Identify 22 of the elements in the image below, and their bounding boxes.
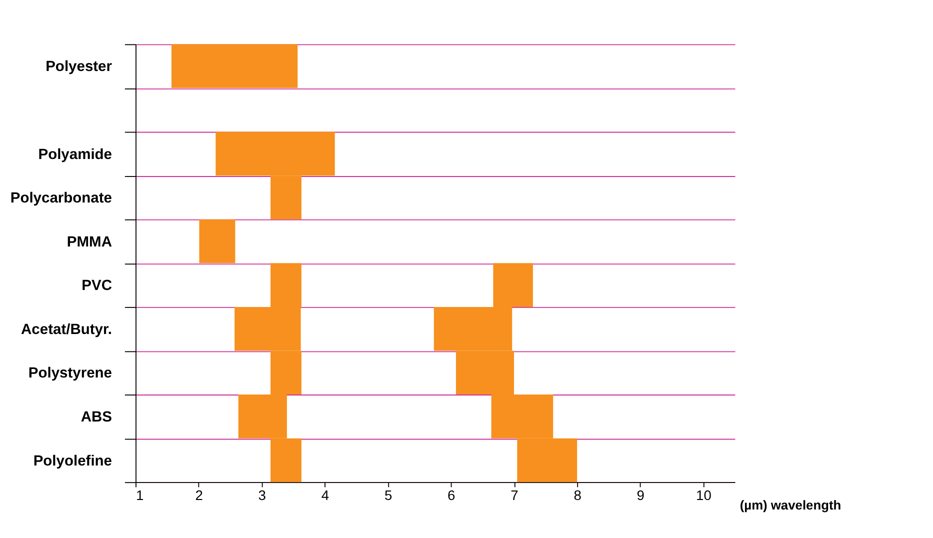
- x-tick-label: 5: [384, 487, 392, 504]
- x-tick-label: 3: [258, 487, 266, 504]
- x-axis-title: (µm) wavelength: [740, 497, 842, 512]
- y-tick-label: Acetat/Butyr.: [21, 322, 112, 338]
- y-tick-label: ABS: [80, 410, 112, 426]
- y-tick-label: Polyamide: [38, 146, 112, 163]
- y-tick-label: Polystyrene: [28, 366, 112, 382]
- x-tick-label: 1: [136, 487, 144, 504]
- y-tick-label: Polycarbonate: [10, 190, 112, 207]
- x-tick-label: 10: [696, 487, 712, 504]
- y-tick-label: PMMA: [66, 234, 112, 250]
- x-tick-label: 7: [510, 487, 518, 504]
- x-tick-label: 8: [574, 487, 582, 504]
- y-tick-label: Polyester: [46, 59, 112, 76]
- x-tick-label: 4: [321, 487, 330, 504]
- x-tick-label: 9: [636, 487, 645, 504]
- y-tick-label: PVC: [82, 278, 112, 294]
- bar: [171, 44, 298, 88]
- bar: [199, 219, 236, 264]
- x-tick-label: 2: [195, 487, 203, 504]
- y-tick-label: Polyolefine: [33, 453, 112, 470]
- x-tick-label: 6: [448, 487, 456, 504]
